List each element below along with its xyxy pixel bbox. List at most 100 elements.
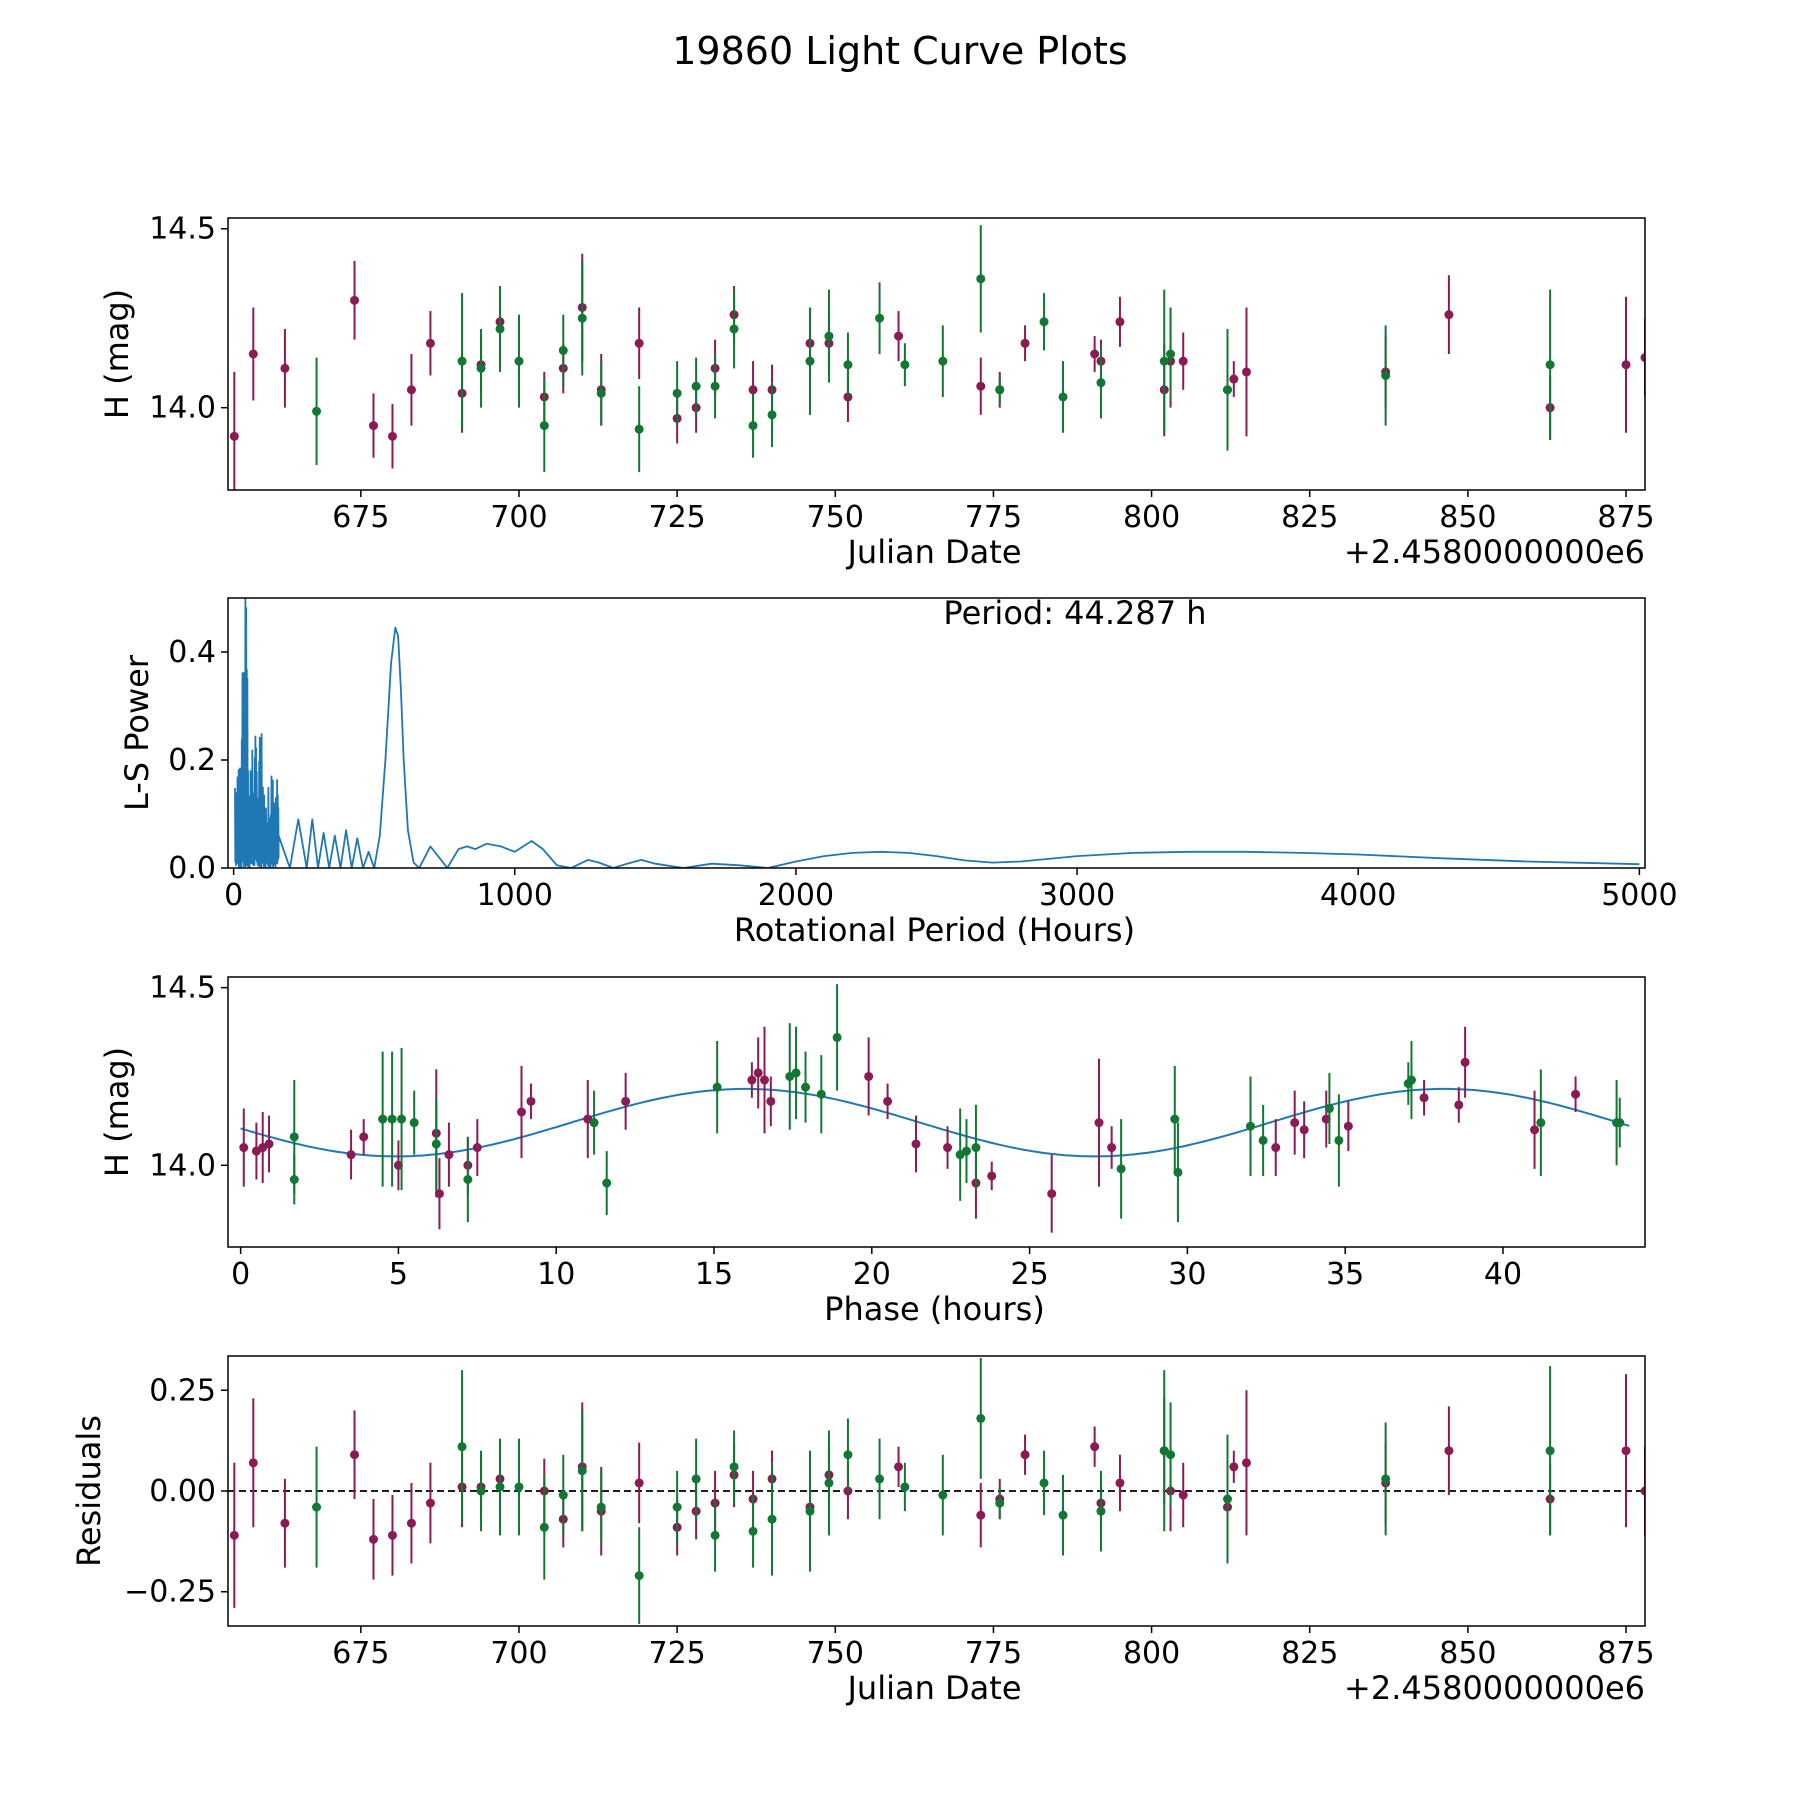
data-point [976,1510,986,1520]
data-point [280,363,290,373]
data-point [387,1114,397,1124]
data-point [1545,360,1555,370]
residuals-plot-area [228,1358,1645,1624]
x-tick-label: 725 [649,1636,706,1671]
data-point [748,385,758,395]
y-tick-label: 14.0 [149,391,216,426]
data-point [875,313,885,323]
y-tick-label: 0.2 [168,743,216,778]
data-point [444,1150,454,1160]
data-point [577,313,587,323]
data-point [894,331,904,341]
data-point [1621,360,1631,370]
data-point [805,1506,815,1516]
data-point [832,1032,842,1042]
periodogram-plot-area [234,598,1640,868]
data-point [1116,1164,1126,1174]
data-point [476,1486,486,1496]
data-point [229,431,239,441]
data-point [425,338,435,348]
data-point [634,338,644,348]
periodogram-frame [227,597,1646,869]
x-tick-label: 2000 [758,878,834,913]
data-point [264,1139,274,1149]
x-tick-label: 800 [1123,1636,1180,1671]
data-point [1454,1100,1464,1110]
x-tick-label: 850 [1439,1636,1496,1671]
data-point [729,1462,739,1472]
data-point [634,1478,644,1488]
data-point [1406,1075,1416,1085]
data-point [289,1132,299,1142]
data-point [239,1143,249,1153]
data-point [805,356,815,366]
x-tick-label: 40 [1484,1257,1522,1292]
x-tick-label: 10 [537,1257,575,1292]
data-point [1020,1450,1030,1460]
data-point [634,1571,644,1581]
y-tick-label: 14.0 [149,1148,216,1183]
series-purple [229,253,1645,490]
data-point [387,431,397,441]
periodogram-panel: 0 1000 2000 3000 4000 5000 0.0 0.2 0.4 Rotational… [118,594,1678,949]
data-point [824,1478,834,1488]
data-point [760,1075,770,1085]
data-point [472,1143,482,1153]
data-point [987,1171,997,1181]
data-point [1444,310,1454,320]
data-point [457,1442,467,1452]
data-point [938,356,948,366]
data-point [1229,374,1239,384]
data-point [1039,1478,1049,1488]
data-point [911,1139,921,1149]
x-tick-label: 30 [1168,1257,1206,1292]
lightcurve-plot-area [229,225,1645,490]
x-tick-label: 1000 [477,878,553,913]
model-curve [240,1087,1630,1158]
x-tick-label: 775 [965,500,1022,535]
data-point [1621,1446,1631,1456]
data-point [1271,1143,1281,1153]
data-point [1444,1446,1454,1456]
x-tick-label: 725 [649,500,706,535]
x-axis-label: Rotational Period (Hours) [734,911,1135,949]
x-tick-label: 20 [853,1257,891,1292]
x-tick-label: 5000 [1601,878,1677,913]
x-tick-label: 35 [1326,1257,1364,1292]
data-point [397,1114,407,1124]
data-point [767,1514,777,1524]
data-point [1173,1167,1183,1177]
data-point [995,385,1005,395]
data-point [425,1498,435,1508]
x-tick-label: 3000 [1039,878,1115,913]
data-point [1241,1458,1251,1468]
data-point [1090,349,1100,359]
data-point [875,1474,885,1484]
x-tick-label: 0 [224,878,243,913]
data-point [1229,1462,1239,1472]
data-point [1222,1494,1232,1504]
data-point [312,406,322,416]
x-tick-label: 5 [389,1257,408,1292]
series-purple [239,1026,1581,1233]
data-point [1545,1446,1555,1456]
data-point [1107,1143,1117,1153]
data-point [596,1502,606,1512]
data-point [883,1096,893,1106]
data-point [457,356,467,366]
data-point [1166,1450,1176,1460]
x-offset-text: +2.4580000000e6 [1344,533,1645,571]
data-point [350,295,360,305]
data-point [1640,353,1645,363]
y-axis-label: H (mag) [98,289,136,419]
phased-panel: 0 5 10 15 20 25 30 35 40 14.0 14.5 Phase (hours) H (… [98,971,1646,1328]
x-tick-label: 15 [695,1257,733,1292]
data-point [995,1498,1005,1508]
series-green [312,1358,1555,1624]
data-point [900,1482,910,1492]
data-point [1324,1103,1334,1113]
data-point [1536,1118,1546,1128]
data-point [894,1462,904,1472]
data-point [1246,1121,1256,1131]
